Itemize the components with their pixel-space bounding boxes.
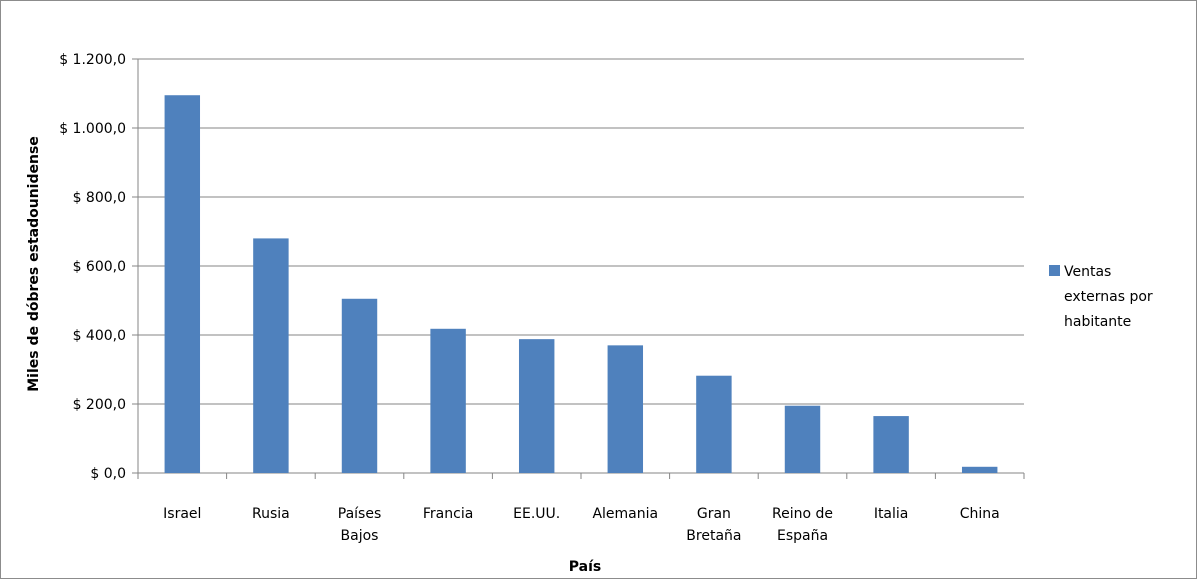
bar	[341, 298, 378, 473]
y-tick-label: $ 200,0	[73, 397, 126, 413]
x-tick-label: Italia	[874, 506, 909, 522]
bar	[253, 238, 289, 473]
legend-label: habitante	[1064, 314, 1131, 330]
bar	[784, 405, 821, 473]
legend-label: externas por	[1064, 289, 1153, 305]
y-tick-label: $ 1.000,0	[59, 121, 126, 137]
x-tick-label: Francia	[423, 506, 473, 522]
legend-swatch	[1049, 265, 1060, 276]
bar	[961, 466, 998, 473]
legend: Ventas externas por habitante	[1049, 264, 1153, 330]
bar	[164, 95, 201, 473]
x-tick-label: China	[960, 506, 1000, 522]
x-tick-labels: Israel Rusia Países Bajos Francia EE.UU. Alema…	[163, 506, 1000, 544]
bar	[607, 345, 644, 473]
y-axis-title: Miles de dóbres estadounidense	[26, 136, 42, 392]
x-tick-label: EE.UU.	[513, 506, 560, 522]
x-tick-label: Rusia	[252, 506, 290, 522]
x-tick-label: Reino de	[772, 506, 833, 522]
x-tick-label: Bajos	[341, 528, 379, 544]
bars	[164, 95, 998, 473]
bar	[873, 416, 909, 473]
x-tick-label: Israel	[163, 506, 201, 522]
y-tick-labels: $ 0,0 $ 200,0 $ 400,0 $ 600,0 $ 800,0 $ 1.000…	[59, 52, 126, 482]
legend-label: Ventas	[1064, 264, 1111, 280]
bar	[696, 375, 732, 473]
x-axis-title: País	[569, 559, 601, 575]
bar	[430, 328, 466, 473]
x-tick-label: Gran	[697, 506, 731, 522]
x-tick-label: Bretaña	[686, 528, 741, 544]
x-tick-label: España	[777, 528, 828, 544]
y-tick-label: $ 400,0	[73, 328, 126, 344]
y-tick-label: $ 0,0	[90, 466, 126, 482]
y-tick-label: $ 600,0	[73, 259, 126, 275]
x-tick-label: Países	[338, 506, 381, 522]
x-tick-label: Alemania	[592, 506, 658, 522]
y-tick-label: $ 800,0	[73, 190, 126, 206]
y-tick-label: $ 1.200,0	[59, 52, 126, 68]
bar	[518, 339, 555, 473]
